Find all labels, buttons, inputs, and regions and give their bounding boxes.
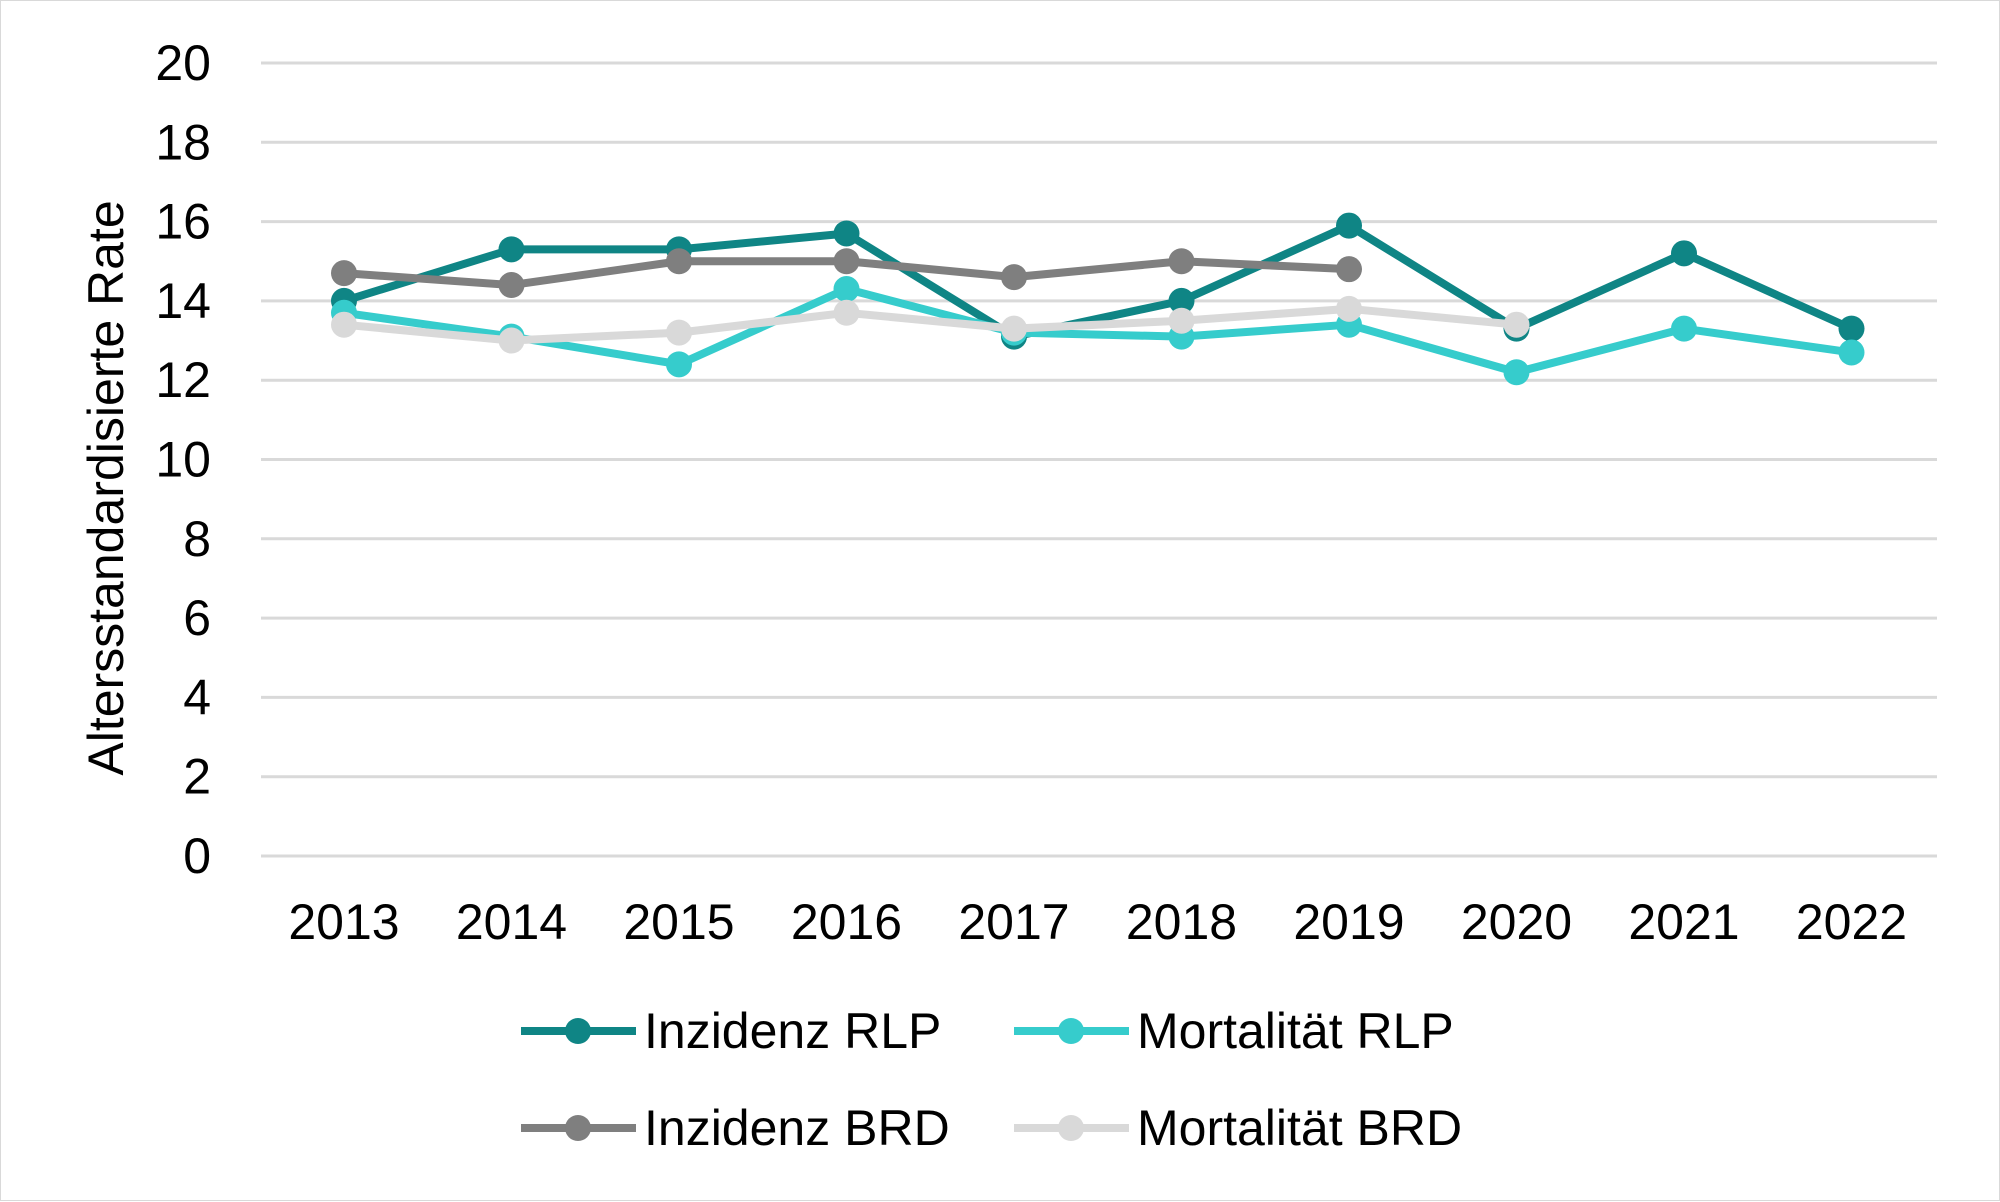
x-tick-label: 2015 — [623, 894, 734, 950]
data-point — [1838, 339, 1865, 366]
x-tick-label: 2018 — [1126, 894, 1237, 950]
y-tick-label: 16 — [155, 194, 211, 250]
series-line — [343, 285, 1853, 377]
x-tick-label: 2016 — [791, 894, 902, 950]
legend-label: Mortalität RLP — [1137, 1003, 1454, 1059]
data-point — [1671, 240, 1697, 267]
data-point — [1168, 287, 1195, 314]
data-point — [666, 351, 692, 378]
series-mortalit-t-rlp — [331, 276, 1865, 386]
data-point — [1336, 256, 1362, 283]
data-point — [1168, 307, 1195, 334]
x-tick-label: 2017 — [958, 894, 1069, 950]
series-lines — [331, 212, 1865, 386]
legend-item: Mortalität BRD — [1014, 1100, 1462, 1156]
legend-label: Inzidenz RLP — [644, 1003, 941, 1059]
x-tick-label: 2020 — [1461, 894, 1572, 950]
series-inzidenz-brd — [331, 248, 1362, 299]
series-mortalit-t-brd — [331, 295, 1530, 354]
y-tick-label: 14 — [155, 273, 211, 329]
data-point — [666, 248, 692, 275]
legend-marker — [1058, 1115, 1084, 1141]
y-tick-label: 6 — [183, 590, 211, 646]
data-point — [833, 276, 860, 303]
data-point — [1503, 359, 1530, 386]
data-point — [1001, 315, 1027, 342]
y-tick-label: 10 — [155, 432, 211, 488]
y-tick-label: 0 — [183, 828, 211, 884]
legend-label: Mortalität BRD — [1137, 1100, 1462, 1156]
legend-item: Inzidenz BRD — [521, 1100, 950, 1156]
y-tick-label: 20 — [155, 35, 211, 91]
data-point — [498, 327, 525, 354]
legend: Inzidenz RLP Mortalität RLP Inzidenz BRD Mo… — [521, 1003, 1462, 1156]
legend-marker — [1058, 1018, 1084, 1044]
series-line — [343, 304, 1517, 345]
data-point — [498, 272, 525, 299]
x-tick-labels: 2013 2014 2015 2016 2017 2018 2019 2020 2021 2022 — [288, 894, 1907, 950]
x-tick-label: 2022 — [1796, 894, 1907, 950]
y-tick-label: 4 — [183, 669, 211, 725]
series-line — [342, 221, 1854, 341]
data-point — [1001, 264, 1027, 291]
data-point — [1838, 315, 1865, 342]
x-tick-label: 2021 — [1628, 894, 1739, 950]
x-tick-label: 2013 — [288, 894, 399, 950]
y-tick-label: 8 — [183, 511, 211, 567]
data-point — [1336, 295, 1362, 322]
data-point — [331, 311, 357, 338]
data-point — [1503, 311, 1530, 338]
data-point — [666, 319, 692, 346]
data-point — [833, 248, 860, 275]
y-tick-label: 12 — [155, 352, 211, 408]
data-point — [498, 236, 525, 263]
legend-marker — [565, 1115, 591, 1141]
y-tick-label: 18 — [155, 114, 211, 170]
data-point — [1336, 212, 1362, 239]
y-tick-label: 2 — [183, 749, 211, 805]
data-point — [833, 299, 860, 326]
legend-label: Inzidenz BRD — [644, 1100, 950, 1156]
data-point — [1671, 315, 1697, 342]
data-point — [331, 260, 357, 287]
y-axis-title: Altersstandardisierte Rate — [78, 200, 134, 775]
legend-item: Mortalität RLP — [1014, 1003, 1454, 1059]
x-tick-label: 2019 — [1293, 894, 1404, 950]
data-point — [833, 220, 860, 247]
x-tick-label: 2014 — [456, 894, 567, 950]
gridlines — [261, 61, 1937, 858]
legend-item: Inzidenz RLP — [521, 1003, 941, 1059]
legend-marker — [565, 1018, 591, 1044]
y-tick-labels: 0 2 4 6 8 10 12 14 16 18 20 — [155, 35, 211, 884]
data-point — [1168, 248, 1195, 275]
